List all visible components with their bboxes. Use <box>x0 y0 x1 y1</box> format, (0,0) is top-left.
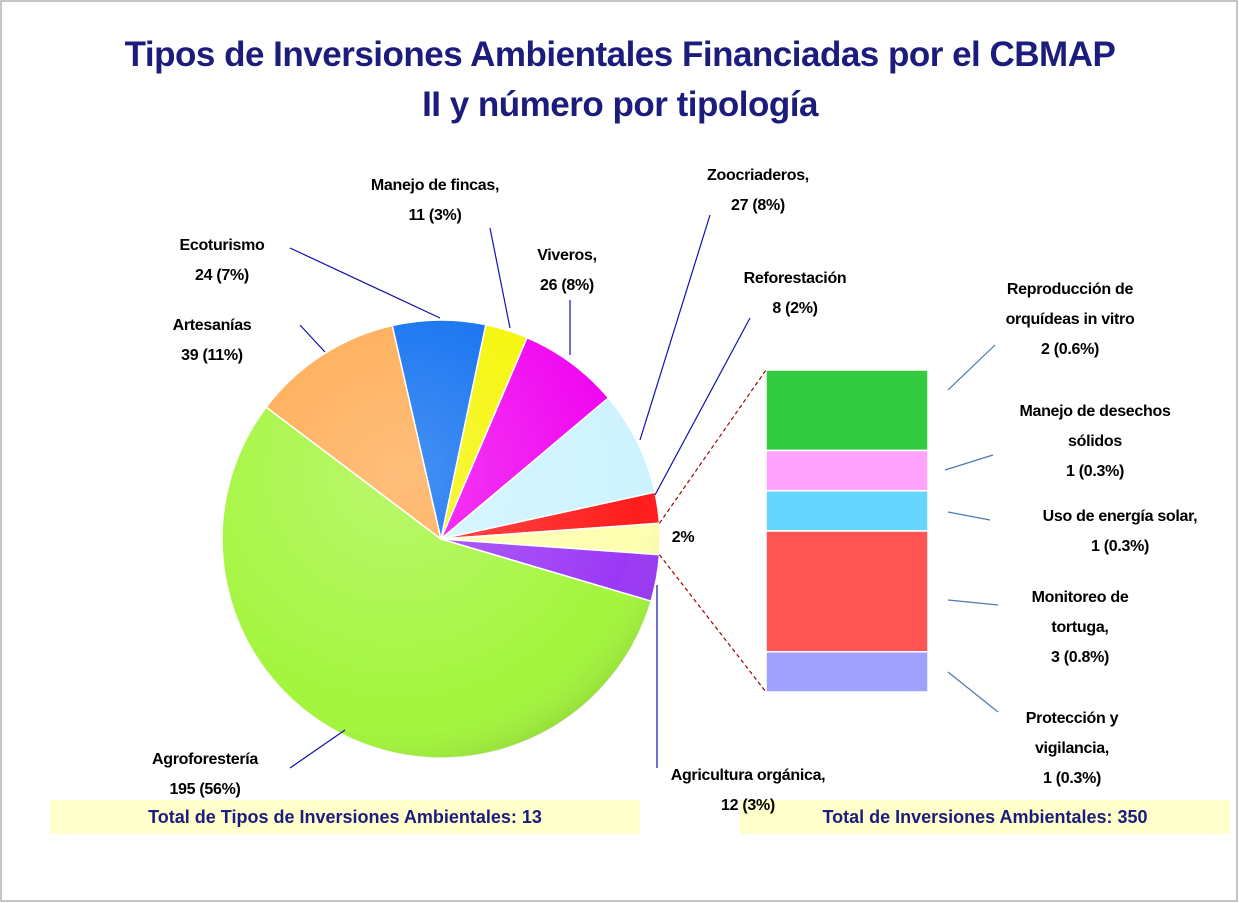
bar-segment <box>765 490 929 532</box>
label-value: 2 (0.6%) <box>1040 341 1100 358</box>
leader-line <box>639 214 711 441</box>
label-name: Zoocriaderos, <box>707 167 809 184</box>
label-name: Reforestación <box>743 270 847 287</box>
data-label: Ecoturismo 24 (7%) <box>142 231 302 291</box>
leader-line <box>947 599 999 606</box>
label-name: Uso de energía solar, <box>1042 508 1198 525</box>
data-label: Manejo de desechos sólidos 1 (0.3%) <box>995 397 1195 487</box>
label-value: 1 (0.3%) <box>1065 463 1125 480</box>
leader-line <box>947 511 991 521</box>
label-value: 26 (8%) <box>540 277 594 294</box>
bar-segment <box>765 449 929 492</box>
label-name: Agroforestería <box>151 751 259 768</box>
data-label: Uso de energía solar, 1 (0.3%) <box>1010 502 1230 562</box>
data-label: Protección y vigilancia, 1 (0.3%) <box>997 704 1147 794</box>
label-value: 39 (11%) <box>181 347 243 364</box>
label-value: 1 (0.3%) <box>1090 538 1150 555</box>
data-label: Zoocriaderos, 27 (8%) <box>678 161 838 221</box>
bar-segment <box>765 651 929 693</box>
label-name: Agricultura orgánica, <box>670 767 826 784</box>
data-label: Viveros, 26 (8%) <box>497 241 637 301</box>
data-label: Agricultura orgánica, 12 (3%) <box>628 761 868 821</box>
data-label: Manejo de fincas, 11 (3%) <box>335 171 535 231</box>
label-value: 3 (0.8%) <box>1050 649 1110 666</box>
bar-segment <box>765 530 929 653</box>
data-label: 2% <box>653 523 713 553</box>
label-value: 11 (3%) <box>408 207 462 224</box>
data-label: Reforestación 8 (2%) <box>715 264 875 324</box>
data-label: Monitoreo de tortuga, 3 (0.8%) <box>1005 583 1155 673</box>
connector-line <box>658 554 767 693</box>
footer-note: Total de Tipos de Inversiones Ambientale… <box>50 800 640 834</box>
label-name: Manejo de fincas, <box>370 177 500 194</box>
data-label: Reproducción de orquídeas in vitro 2 (0.6… <box>970 275 1170 365</box>
label-value: 8 (2%) <box>772 300 818 317</box>
leader-line <box>947 671 999 713</box>
footer-note: Total de Inversiones Ambientales: 350 <box>740 800 1230 834</box>
label-value: 1 (0.3%) <box>1042 770 1102 787</box>
chart-title: Tipos de Inversiones Ambientales Financi… <box>124 35 1116 124</box>
label-name: Protección y vigilancia, <box>1025 710 1119 757</box>
leader-line <box>289 729 346 769</box>
label-value: 27 (8%) <box>731 197 785 214</box>
label-value: 12 (3%) <box>721 797 775 814</box>
data-label: Agroforestería 195 (56%) <box>115 745 295 805</box>
label-name: Manejo de desechos sólidos <box>1019 403 1171 450</box>
connector-line <box>658 369 767 524</box>
leader-line <box>289 247 441 319</box>
leader-line <box>654 317 751 496</box>
data-label: Artesanías 39 (11%) <box>132 311 292 371</box>
label-name: Ecoturismo <box>179 237 265 254</box>
leader-line <box>944 454 994 471</box>
leader-line <box>947 344 996 391</box>
leader-line <box>489 227 511 329</box>
label-name: Viveros, <box>537 247 597 264</box>
label-name: Artesanías <box>172 317 252 334</box>
label-value: 2% <box>671 529 695 546</box>
label-value: 195 (56%) <box>169 781 241 798</box>
leader-line <box>299 324 326 353</box>
label-name: Monitoreo de tortuga, <box>1031 589 1129 636</box>
label-name: Reproducción de orquídeas in vitro <box>1005 281 1135 328</box>
label-value: 24 (7%) <box>195 267 249 284</box>
bar-segment <box>765 369 929 452</box>
